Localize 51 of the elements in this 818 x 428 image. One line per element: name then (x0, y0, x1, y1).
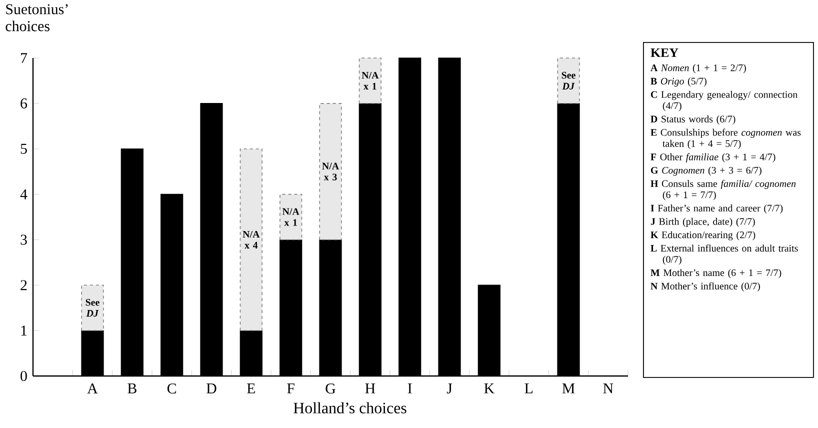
x-tick-label: B (128, 384, 136, 394)
data-label: See DJ (562, 72, 576, 90)
text: B Origo (5/7) (650, 78, 706, 87)
y-tick-label: 2 (20, 280, 27, 290)
y-tick-label: 1 (21, 326, 27, 336)
bar (319, 103, 342, 240)
legend-title: KEY (650, 48, 678, 57)
text: M Mother’s name (6 + 1 = 7/7) (650, 269, 782, 278)
bar (557, 58, 580, 104)
text: A Nomen (1 + 1 = 2/7) (650, 64, 746, 74)
bar (81, 284, 104, 331)
y-axis-title: Suetonius’ choices (6, 4, 68, 32)
text: H Consuls same familia/ cognomen (6 + 1 = 7/7) (650, 180, 796, 200)
y-tick-label: 6 (20, 98, 28, 108)
y-tick-label: 5 (20, 144, 27, 154)
x-tick-label: L (524, 384, 533, 394)
text: N Mother’s influence (0/7) (650, 282, 760, 292)
y-tick-label: 7 (20, 53, 28, 63)
text: G Cognomen (3 + 3 = 6/7) (650, 166, 762, 176)
x-tick-label: D (206, 384, 216, 394)
x-axis-title: Holland’s choices (294, 402, 406, 414)
text: F Other familiae (3 + 1 = 4/7) (650, 153, 776, 162)
bar (240, 148, 262, 331)
x-tick-label: I (408, 384, 412, 394)
data-label: N/A x 4 (242, 230, 260, 248)
text: E Consulships before cognomen was taken (1 + 4 = 5/7) (650, 128, 801, 149)
x-tick-label: K (484, 384, 494, 394)
text: I Father’s name and career (7/7) (650, 204, 783, 214)
data-label: N/A x 1 (282, 208, 300, 226)
x-tick-label: N (603, 384, 614, 394)
text: J Birth (place, date) (7/7) (650, 218, 755, 227)
x-tick-label: M (562, 384, 575, 394)
x-tick-label: J (446, 384, 452, 394)
x-tick-label: H (365, 384, 376, 394)
x-tick-label: C (167, 384, 176, 394)
text: C Legendary genealogy/ connection (4/7) (650, 90, 798, 112)
bar (358, 58, 382, 104)
x-tick-label: F (287, 384, 294, 394)
text: K Education/rearing (2/7) (650, 231, 756, 240)
y-tick-label: 0 (20, 370, 27, 382)
y-tick-label: 4 (20, 189, 28, 200)
data-label: N/A x 1 (362, 72, 379, 90)
x-tick-label: A (87, 384, 98, 394)
data-label: N/A x 3 (322, 162, 340, 180)
text: D Status words (6/7) (650, 115, 736, 124)
text: L External influences on adult traits (0/7) (650, 244, 798, 265)
y-tick-label: 3 (20, 234, 27, 245)
data-label: See DJ (86, 299, 100, 317)
x-tick-label: G (326, 384, 336, 394)
bar (280, 194, 302, 240)
x-tick-label: E (247, 384, 255, 394)
